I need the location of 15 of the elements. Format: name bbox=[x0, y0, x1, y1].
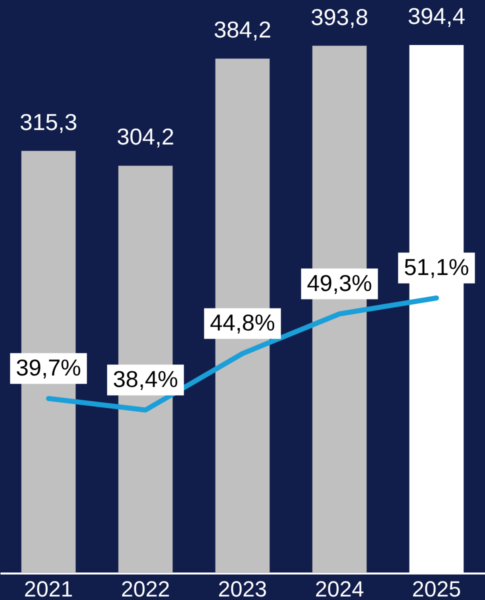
x-tick-label: 2022 bbox=[121, 576, 170, 600]
data-label: 394,4 bbox=[408, 2, 466, 29]
data-label: 44,8% bbox=[210, 310, 276, 336]
data-label: 393,8 bbox=[310, 4, 368, 30]
data-label: 38,4% bbox=[112, 366, 178, 392]
data-label: 315,3 bbox=[20, 108, 78, 135]
x-tick-label: 2025 bbox=[412, 576, 461, 600]
x-tick-label: 2021 bbox=[24, 576, 73, 600]
data-label: 39,7% bbox=[16, 354, 82, 381]
data-label: 384,2 bbox=[214, 16, 272, 43]
x-tick-label: 2024 bbox=[315, 576, 364, 600]
data-label: 51,1% bbox=[404, 254, 470, 280]
data-label: 49,3% bbox=[306, 270, 372, 296]
data-label: 304,2 bbox=[116, 124, 174, 150]
x-tick-label: 2023 bbox=[218, 576, 267, 600]
